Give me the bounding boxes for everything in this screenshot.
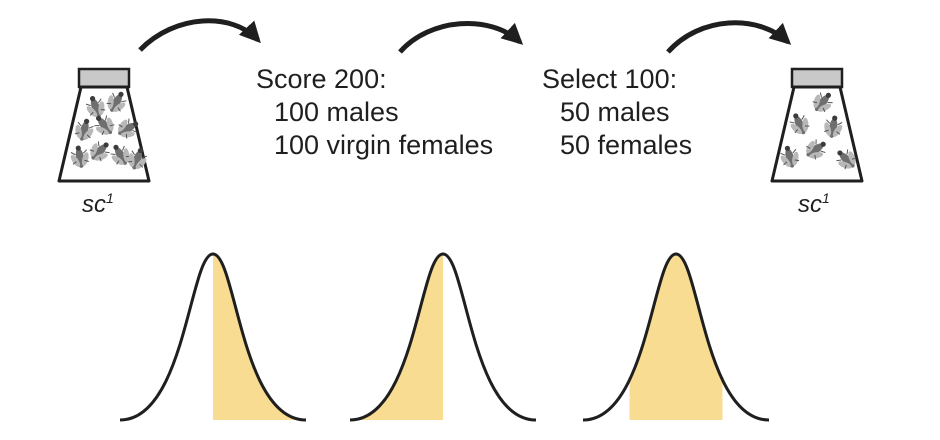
step-title: Score 200: [256, 64, 387, 94]
strain-superscript: 1 [106, 190, 114, 206]
step-line: 50 females [560, 130, 693, 160]
step-line: 50 males [560, 97, 670, 127]
distribution-curve [119, 252, 307, 422]
strain-name: sc [82, 191, 106, 218]
flask-label-right: sc1 [798, 190, 830, 219]
distribution-shaded-region [629, 254, 723, 420]
distribution-curve [582, 252, 770, 422]
flask-icon [770, 67, 864, 183]
curved-arrow-icon [398, 20, 524, 54]
curved-arrow-icon [138, 18, 261, 52]
score-step-text: Score 200: 100 males 100 virgin females [256, 63, 493, 162]
flask-label-left: sc1 [82, 190, 114, 219]
distribution-curve [349, 252, 537, 422]
curved-arrow-icon [666, 20, 792, 54]
select-step-text: Select 100: 50 males 50 females [542, 63, 692, 162]
strain-superscript: 1 [822, 190, 830, 206]
flask-icon [57, 67, 152, 183]
step-line: 100 males [274, 97, 399, 127]
strain-name: sc [798, 191, 822, 218]
step-title: Select 100: [542, 64, 678, 94]
step-line: 100 virgin females [274, 130, 494, 160]
